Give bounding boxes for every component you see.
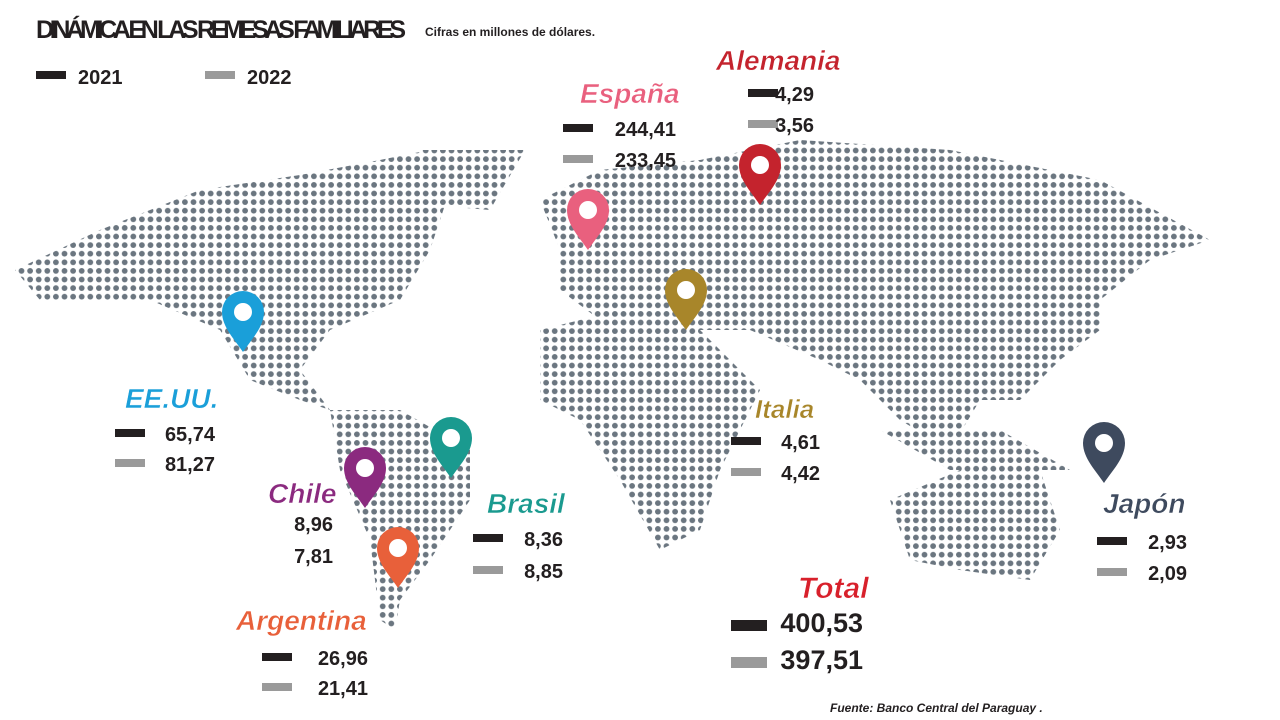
- legend-label: 2022: [247, 67, 292, 89]
- region-value: 2,93: [1148, 532, 1187, 554]
- year-bar: [731, 620, 767, 631]
- year-bar: [1097, 568, 1127, 576]
- pin-hole: [579, 201, 597, 219]
- pin-hole: [442, 429, 460, 447]
- region-value: 21,41: [318, 678, 368, 700]
- pin-hole: [389, 539, 407, 557]
- location-pin: [344, 447, 386, 508]
- region-name: España: [580, 78, 680, 109]
- year-bar: [563, 155, 593, 163]
- region-value: 26,96: [318, 648, 368, 670]
- year-bar: [731, 437, 761, 445]
- year-bar: [115, 429, 145, 437]
- year-bar: [262, 683, 292, 691]
- region-value: 81,27: [165, 454, 215, 476]
- region-value: 397,51: [780, 645, 863, 675]
- pin-hole: [751, 156, 769, 174]
- pin-hole: [677, 281, 695, 299]
- region-value: 65,74: [165, 424, 216, 446]
- year-bar: [473, 566, 503, 574]
- legend-swatch: [36, 71, 66, 79]
- pin-hole: [1095, 434, 1113, 452]
- pin-body: [567, 189, 609, 250]
- region-value: 8,85: [524, 561, 563, 583]
- year-bar: [563, 124, 593, 132]
- pin-body: [739, 144, 781, 205]
- year-bar: [473, 534, 503, 542]
- location-pin: [739, 144, 781, 205]
- overlay: 2021 2022 EE.UU. 65,74 81,27 Chile 8,96 7,81 Bra…: [36, 45, 1187, 700]
- region-value: 3,56: [775, 115, 814, 137]
- region-value: 4,29: [775, 84, 814, 106]
- year-bar: [748, 89, 778, 97]
- year-bar: [1097, 537, 1127, 545]
- year-bar: [731, 468, 761, 476]
- region-value: 8,36: [524, 529, 563, 551]
- region-name: Alemania: [715, 45, 841, 76]
- location-pin: [567, 189, 609, 250]
- pin-hole: [234, 303, 252, 321]
- legend-swatch: [205, 71, 235, 79]
- subtitle: Cifras en millones de dólares.: [425, 25, 595, 39]
- location-pin: [665, 269, 707, 330]
- pin-body: [1083, 422, 1125, 483]
- region-value: 7,81: [294, 546, 333, 568]
- year-bar: [731, 657, 767, 668]
- region-name: EE.UU.: [125, 383, 218, 414]
- region-value: 8,96: [294, 514, 333, 536]
- region-value: 233,45: [615, 150, 676, 172]
- title: DINÁMICA EN LAS REMESAS FAMILIARES: [36, 15, 406, 44]
- region-name: Total: [798, 572, 869, 605]
- year-bar: [262, 653, 292, 661]
- source: Fuente: Banco Central del Paraguay .: [830, 701, 1043, 715]
- location-pin: [1083, 422, 1125, 483]
- location-pin: [430, 417, 472, 478]
- pin-hole: [356, 459, 374, 477]
- pin-body: [430, 417, 472, 478]
- legend-label: 2021: [78, 67, 123, 89]
- year-bar: [115, 459, 145, 467]
- region-name: Argentina: [235, 605, 367, 636]
- region-name: Chile: [268, 478, 336, 509]
- pin-body: [377, 527, 419, 588]
- region-value: 400,53: [780, 608, 863, 638]
- pin-body: [344, 447, 386, 508]
- year-bar: [748, 120, 778, 128]
- location-pin: [377, 527, 419, 588]
- region-name: Japón: [1103, 488, 1185, 519]
- location-pin: [222, 291, 264, 352]
- region-name: Brasil: [487, 488, 566, 519]
- region-value: 2,09: [1148, 563, 1187, 585]
- region-value: 4,42: [781, 463, 820, 485]
- region-name: Italia: [755, 394, 814, 424]
- region-value: 244,41: [615, 119, 676, 141]
- pin-body: [222, 291, 264, 352]
- region-value: 4,61: [781, 432, 820, 454]
- pin-body: [665, 269, 707, 330]
